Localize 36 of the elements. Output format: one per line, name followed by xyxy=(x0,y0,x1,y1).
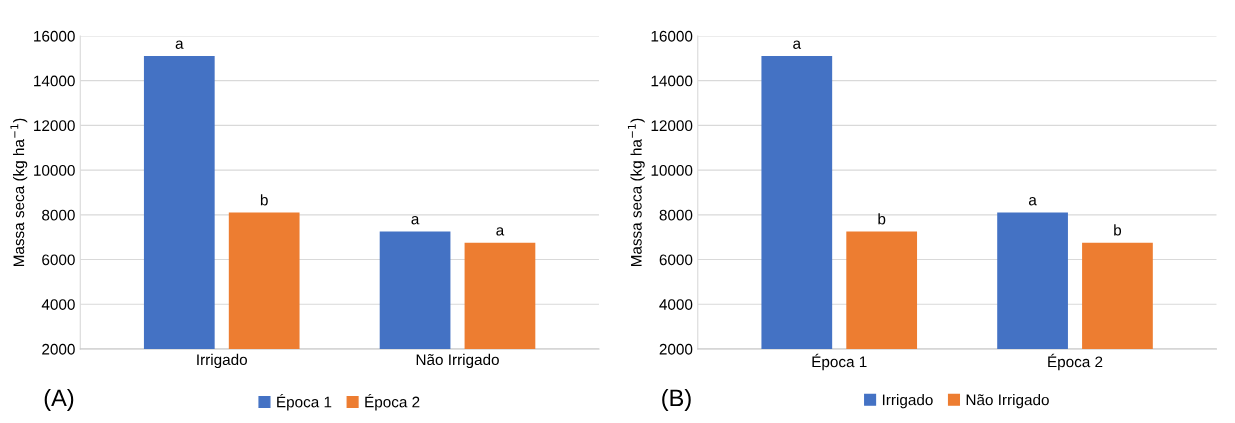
data-label: a xyxy=(411,216,420,225)
data-label: a xyxy=(175,40,184,49)
y-tick-label: 14000 xyxy=(34,75,75,87)
y-tick-label: 12000 xyxy=(34,120,75,132)
legend-label: Não Irrigado xyxy=(966,394,1049,409)
y-axis-title: Massa seca (kg ha$^{−1}$) xyxy=(627,118,645,267)
x-tick-label: Não Irrigado xyxy=(416,353,499,369)
x-tick-label: Época 1 xyxy=(812,353,867,371)
data-label: a xyxy=(496,227,505,236)
y-tick-label: 12000 xyxy=(651,120,693,132)
y-tick-label: 6000 xyxy=(42,254,75,266)
text: (B) xyxy=(662,388,691,411)
y-tick-label: 4000 xyxy=(659,299,693,310)
y-tick-label: 6000 xyxy=(659,254,693,266)
y-tick-label: 2000 xyxy=(659,343,693,355)
y-tick-label: 10000 xyxy=(651,164,693,176)
legend-label: Época 1 xyxy=(277,394,332,411)
data-label: b xyxy=(878,213,886,225)
y-tick-label: 8000 xyxy=(42,209,75,221)
data-label: a xyxy=(1028,197,1037,206)
y-tick-label: 10000 xyxy=(34,164,75,176)
y-tick-label: 2000 xyxy=(42,343,75,355)
x-tick-label: Irrigado xyxy=(197,353,247,369)
y-tick-label: 8000 xyxy=(659,209,693,221)
text: (A) xyxy=(44,388,74,411)
y-axis-title: Massa seca (kg ha$^{−1}$) xyxy=(10,118,28,267)
y-tick-label: 16000 xyxy=(34,30,75,42)
x-tick-label: Época 2 xyxy=(1048,353,1103,371)
data-label: b xyxy=(260,194,268,206)
legend-label: Irrigado xyxy=(882,394,933,409)
y-tick-label: 4000 xyxy=(41,299,75,310)
legend-label: Época 2 xyxy=(365,394,420,411)
data-label: b xyxy=(1114,224,1122,236)
y-tick-label: 14000 xyxy=(651,75,693,87)
y-tick-label: 16000 xyxy=(651,30,693,42)
data-label: a xyxy=(793,40,802,49)
